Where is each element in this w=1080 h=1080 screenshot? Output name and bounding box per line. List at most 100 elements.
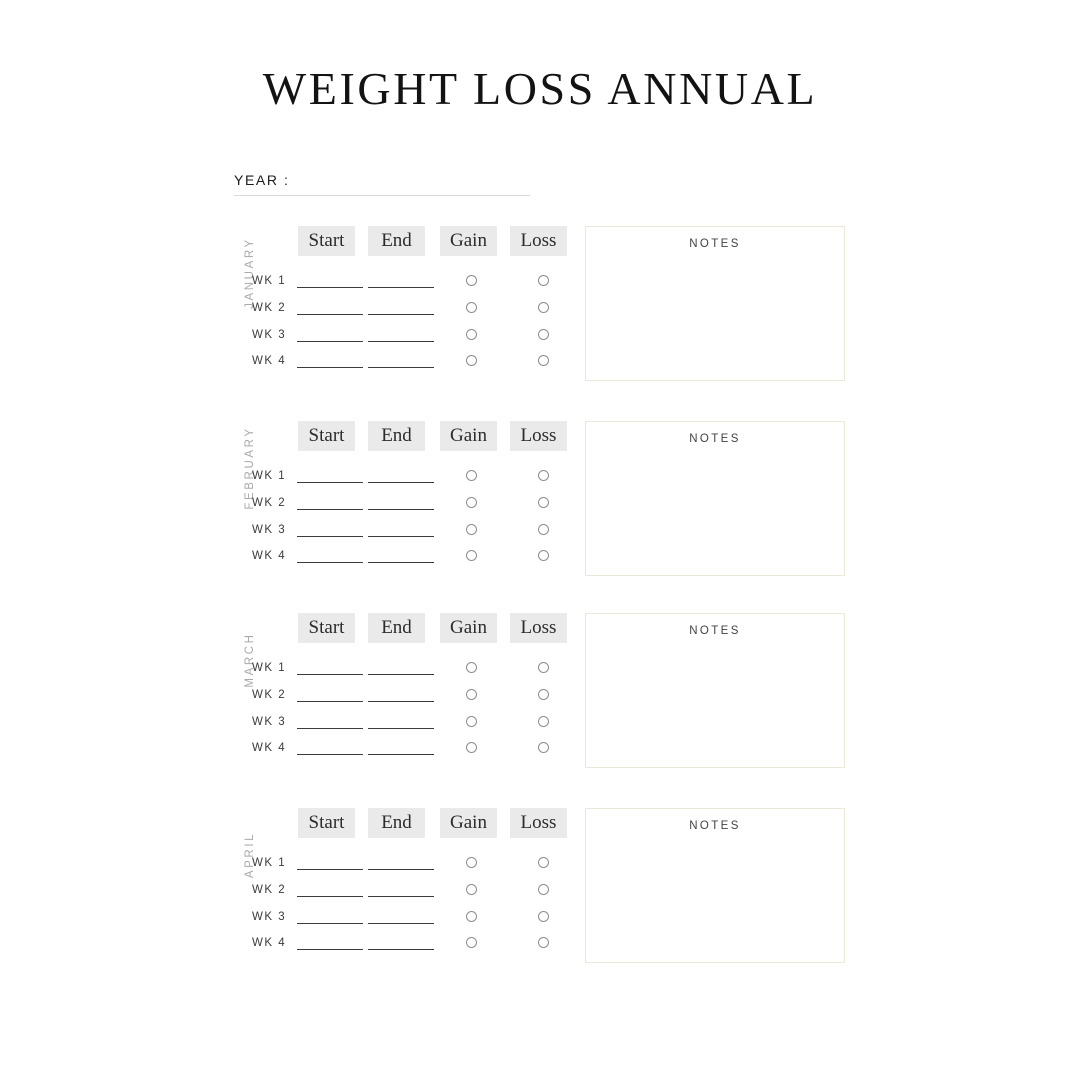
end-weight-input[interactable] xyxy=(368,562,434,564)
loss-radio[interactable] xyxy=(538,302,549,313)
gain-radio[interactable] xyxy=(466,937,477,948)
week-row: WK 2 xyxy=(218,301,578,327)
gain-radio[interactable] xyxy=(466,470,477,481)
loss-radio[interactable] xyxy=(538,857,549,868)
end-weight-input[interactable] xyxy=(368,536,434,538)
start-weight-input[interactable] xyxy=(297,949,363,951)
year-input-underline[interactable] xyxy=(234,195,530,196)
month-section-march: MARCH Start End Gain Loss WK 1 WK 2 WK 3… xyxy=(218,613,858,773)
end-weight-input[interactable] xyxy=(368,923,434,925)
column-header-loss: Loss xyxy=(510,613,567,643)
end-weight-input[interactable] xyxy=(368,367,434,369)
start-weight-input[interactable] xyxy=(297,314,363,316)
loss-radio[interactable] xyxy=(538,911,549,922)
week-row: WK 1 xyxy=(218,661,578,687)
end-weight-input[interactable] xyxy=(368,341,434,343)
start-weight-input[interactable] xyxy=(297,728,363,730)
notes-input[interactable] xyxy=(586,456,844,574)
start-weight-input[interactable] xyxy=(297,536,363,538)
year-label: YEAR : xyxy=(234,172,290,188)
start-weight-input[interactable] xyxy=(297,562,363,564)
gain-radio[interactable] xyxy=(466,884,477,895)
end-weight-input[interactable] xyxy=(368,896,434,898)
notes-title: NOTES xyxy=(689,820,741,832)
start-weight-input[interactable] xyxy=(297,674,363,676)
end-weight-input[interactable] xyxy=(368,674,434,676)
notes-input[interactable] xyxy=(586,843,844,961)
gain-radio[interactable] xyxy=(466,689,477,700)
notes-panel[interactable]: NOTES xyxy=(585,226,845,381)
week-label: WK 4 xyxy=(252,742,287,754)
gain-radio[interactable] xyxy=(466,716,477,727)
week-label: WK 3 xyxy=(252,911,287,923)
gain-radio[interactable] xyxy=(466,524,477,535)
loss-radio[interactable] xyxy=(538,470,549,481)
end-weight-input[interactable] xyxy=(368,701,434,703)
start-weight-input[interactable] xyxy=(297,482,363,484)
week-row: WK 4 xyxy=(218,936,578,962)
gain-radio[interactable] xyxy=(466,355,477,366)
week-label: WK 2 xyxy=(252,497,287,509)
loss-radio[interactable] xyxy=(538,716,549,727)
end-weight-input[interactable] xyxy=(368,287,434,289)
loss-radio[interactable] xyxy=(538,275,549,286)
gain-radio[interactable] xyxy=(466,857,477,868)
column-header-loss: Loss xyxy=(510,808,567,838)
end-weight-input[interactable] xyxy=(368,869,434,871)
column-header-gain: Gain xyxy=(440,613,497,643)
gain-radio[interactable] xyxy=(466,742,477,753)
loss-radio[interactable] xyxy=(538,689,549,700)
notes-panel[interactable]: NOTES xyxy=(585,421,845,576)
end-weight-input[interactable] xyxy=(368,728,434,730)
start-weight-input[interactable] xyxy=(297,341,363,343)
notes-title: NOTES xyxy=(689,433,741,445)
start-weight-input[interactable] xyxy=(297,509,363,511)
loss-radio[interactable] xyxy=(538,742,549,753)
gain-radio[interactable] xyxy=(466,662,477,673)
column-header-gain: Gain xyxy=(440,226,497,256)
loss-radio[interactable] xyxy=(538,884,549,895)
gain-radio[interactable] xyxy=(466,302,477,313)
column-header-loss: Loss xyxy=(510,421,567,451)
end-weight-input[interactable] xyxy=(368,314,434,316)
week-row: WK 2 xyxy=(218,688,578,714)
gain-radio[interactable] xyxy=(466,497,477,508)
notes-input[interactable] xyxy=(586,261,844,379)
notes-panel[interactable]: NOTES xyxy=(585,613,845,768)
week-label: WK 3 xyxy=(252,524,287,536)
gain-radio[interactable] xyxy=(466,550,477,561)
start-weight-input[interactable] xyxy=(297,367,363,369)
gain-radio[interactable] xyxy=(466,275,477,286)
end-weight-input[interactable] xyxy=(368,754,434,756)
week-label: WK 2 xyxy=(252,302,287,314)
month-section-april: APRIL Start End Gain Loss WK 1 WK 2 WK 3… xyxy=(218,808,858,968)
loss-radio[interactable] xyxy=(538,937,549,948)
loss-radio[interactable] xyxy=(538,662,549,673)
year-field[interactable]: YEAR : xyxy=(234,170,530,196)
start-weight-input[interactable] xyxy=(297,869,363,871)
start-weight-input[interactable] xyxy=(297,701,363,703)
week-row: WK 3 xyxy=(218,715,578,741)
gain-radio[interactable] xyxy=(466,911,477,922)
loss-radio[interactable] xyxy=(538,355,549,366)
week-label: WK 2 xyxy=(252,689,287,701)
week-row: WK 4 xyxy=(218,741,578,767)
loss-radio[interactable] xyxy=(538,550,549,561)
notes-input[interactable] xyxy=(586,648,844,766)
loss-radio[interactable] xyxy=(538,329,549,340)
start-weight-input[interactable] xyxy=(297,923,363,925)
end-weight-input[interactable] xyxy=(368,482,434,484)
gain-radio[interactable] xyxy=(466,329,477,340)
loss-radio[interactable] xyxy=(538,497,549,508)
start-weight-input[interactable] xyxy=(297,287,363,289)
week-row: WK 3 xyxy=(218,328,578,354)
start-weight-input[interactable] xyxy=(297,896,363,898)
column-header-start: Start xyxy=(298,613,355,643)
end-weight-input[interactable] xyxy=(368,509,434,511)
start-weight-input[interactable] xyxy=(297,754,363,756)
notes-panel[interactable]: NOTES xyxy=(585,808,845,963)
end-weight-input[interactable] xyxy=(368,949,434,951)
column-header-loss: Loss xyxy=(510,226,567,256)
loss-radio[interactable] xyxy=(538,524,549,535)
week-row: WK 4 xyxy=(218,549,578,575)
